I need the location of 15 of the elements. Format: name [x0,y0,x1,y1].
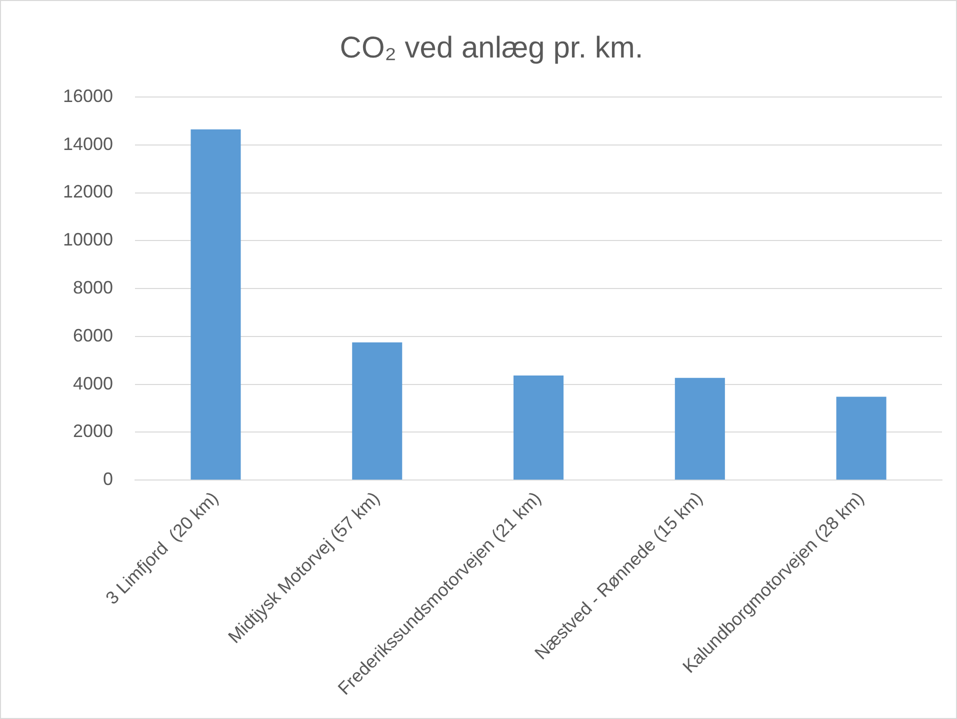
y-tick-label: 14000 [62,134,114,154]
y-tick-label: 0 [103,469,114,490]
y-tick-label: 16000 [62,86,114,106]
bar [836,396,886,480]
y-tick-label: 2000 [73,421,114,442]
y-tick-label: 6000 [73,325,114,346]
bar [190,129,241,480]
y-tick-label: 10000 [62,230,114,250]
y-tick-label: 4000 [73,373,114,394]
y-tick-label: 8000 [73,278,114,298]
y-tick-label: 12000 [62,182,114,202]
bar [674,378,725,480]
chart-title: CO₂ ved anlæg pr. km. [340,31,644,64]
bar [352,342,402,480]
bar [514,375,564,480]
